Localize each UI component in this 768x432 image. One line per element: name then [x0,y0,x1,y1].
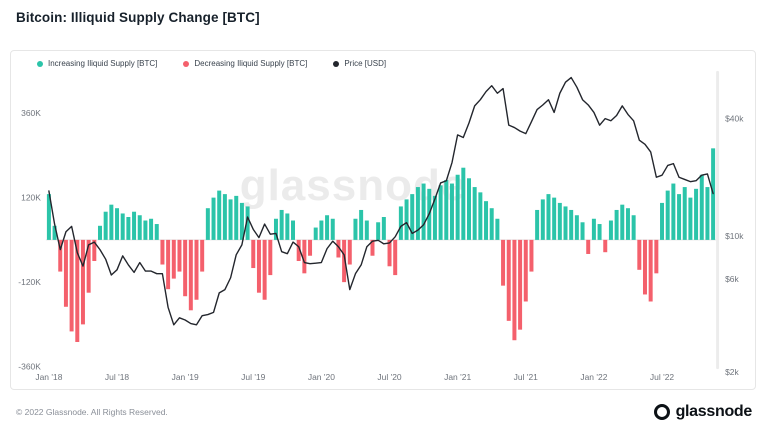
svg-text:Jul '18: Jul '18 [105,372,130,382]
glassnode-logo-text: glassnode [675,403,753,420]
svg-text:$6k: $6k [725,274,739,284]
legend-item-increasing-supply[interactable]: Increasing Iliquid Supply [BTC] [37,59,157,68]
supply-change-bars [46,148,716,342]
svg-text:Jan '18: Jan '18 [35,372,62,382]
legend-label-increasing: Increasing Iliquid Supply [BTC] [48,59,158,68]
legend-item-price[interactable]: Price [USD] [333,59,386,68]
footer: © 2022 Glassnode. All Rights Reserved. g… [0,392,768,432]
increasing-supply-dot-icon [37,60,43,67]
chart-plot-area[interactable]: 360K 120K -120K -360K $40k $10k $6k $2k Jan '18 J… [11,51,755,389]
svg-text:-120K: -120K [18,277,41,287]
chart-legend: Increasing Iliquid Supply [BTC] Decreasi… [37,59,386,68]
svg-text:$10k: $10k [725,231,744,241]
svg-text:Jan '20: Jan '20 [308,372,335,382]
y-axis-scrollbar[interactable] [716,70,720,370]
svg-text:-360K: -360K [18,362,41,372]
glassnode-logo: glassnode [653,403,753,421]
price-dot-icon [333,60,340,67]
svg-text:$40k: $40k [725,114,744,124]
svg-text:360K: 360K [21,108,41,118]
page-title: Bitcoin: Illiquid Supply Change [BTC] [16,10,260,25]
decreasing-supply-dot-icon [183,60,190,67]
glassnode-logo-icon [653,404,670,420]
svg-text:Jan '22: Jan '22 [580,372,607,382]
svg-text:$2k: $2k [725,367,739,377]
svg-text:Jul '21: Jul '21 [514,372,539,382]
svg-text:Jan '21: Jan '21 [444,372,471,382]
svg-text:Jul '19: Jul '19 [241,372,266,382]
svg-text:120K: 120K [21,193,41,203]
price-line [48,76,714,326]
legend-label-price: Price [USD] [344,59,387,68]
svg-text:Jul '20: Jul '20 [377,372,402,382]
legend-item-decreasing-supply[interactable]: Decreasing Iliquid Supply [BTC] [183,59,307,68]
copyright-text: © 2022 Glassnode. All Rights Reserved. [16,407,168,417]
axis-tick-labels: 360K 120K -120K -360K $40k $10k $6k $2k Jan '18 J… [18,108,744,382]
svg-text:Jul '22: Jul '22 [650,372,675,382]
legend-label-decreasing: Decreasing Iliquid Supply [BTC] [194,59,308,68]
chart-card: Increasing Iliquid Supply [BTC] Decreasi… [10,50,756,390]
svg-text:Jan '19: Jan '19 [172,372,199,382]
